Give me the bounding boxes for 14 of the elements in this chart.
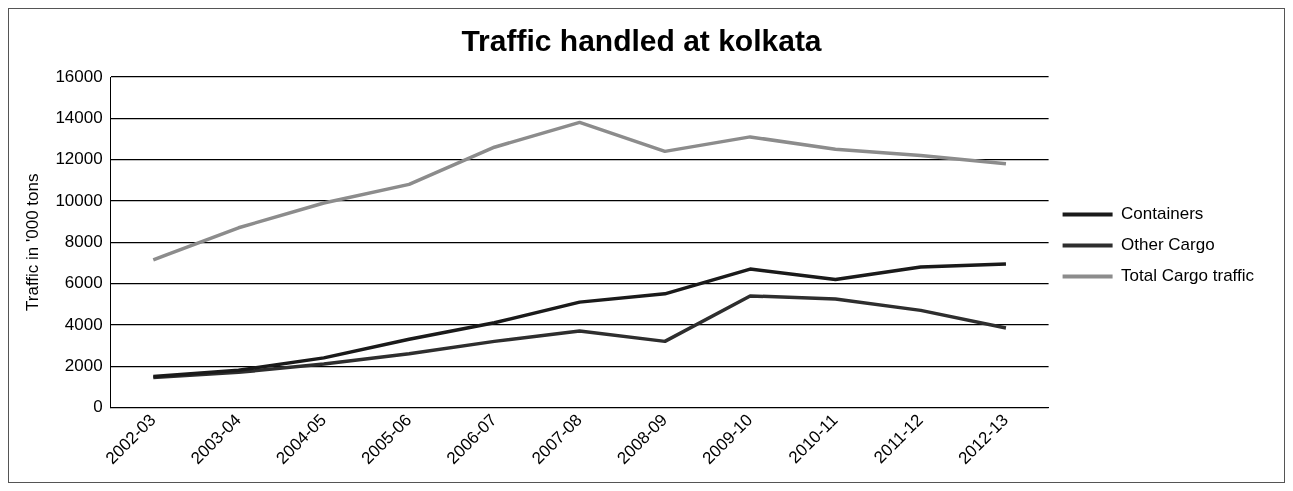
chart-title: Traffic handled at kolkata: [461, 24, 822, 58]
y-tick-label: 14000: [55, 107, 103, 127]
y-tick-label: 2000: [64, 355, 103, 375]
y-tick-label: 16000: [55, 66, 103, 86]
y-tick-label: 10000: [55, 190, 103, 210]
y-tick-label: 6000: [64, 273, 103, 293]
y-tick-label: 0: [93, 397, 103, 417]
y-axis-title: Traffic in '000 tons: [22, 173, 42, 311]
legend-label: Other Cargo: [1121, 235, 1215, 255]
legend-label: Containers: [1121, 204, 1204, 224]
legend-label: Total Cargo traffic: [1121, 266, 1255, 286]
y-tick-label: 4000: [64, 314, 103, 334]
y-tick-label: 12000: [55, 149, 103, 169]
y-tick-label: 8000: [64, 231, 103, 251]
